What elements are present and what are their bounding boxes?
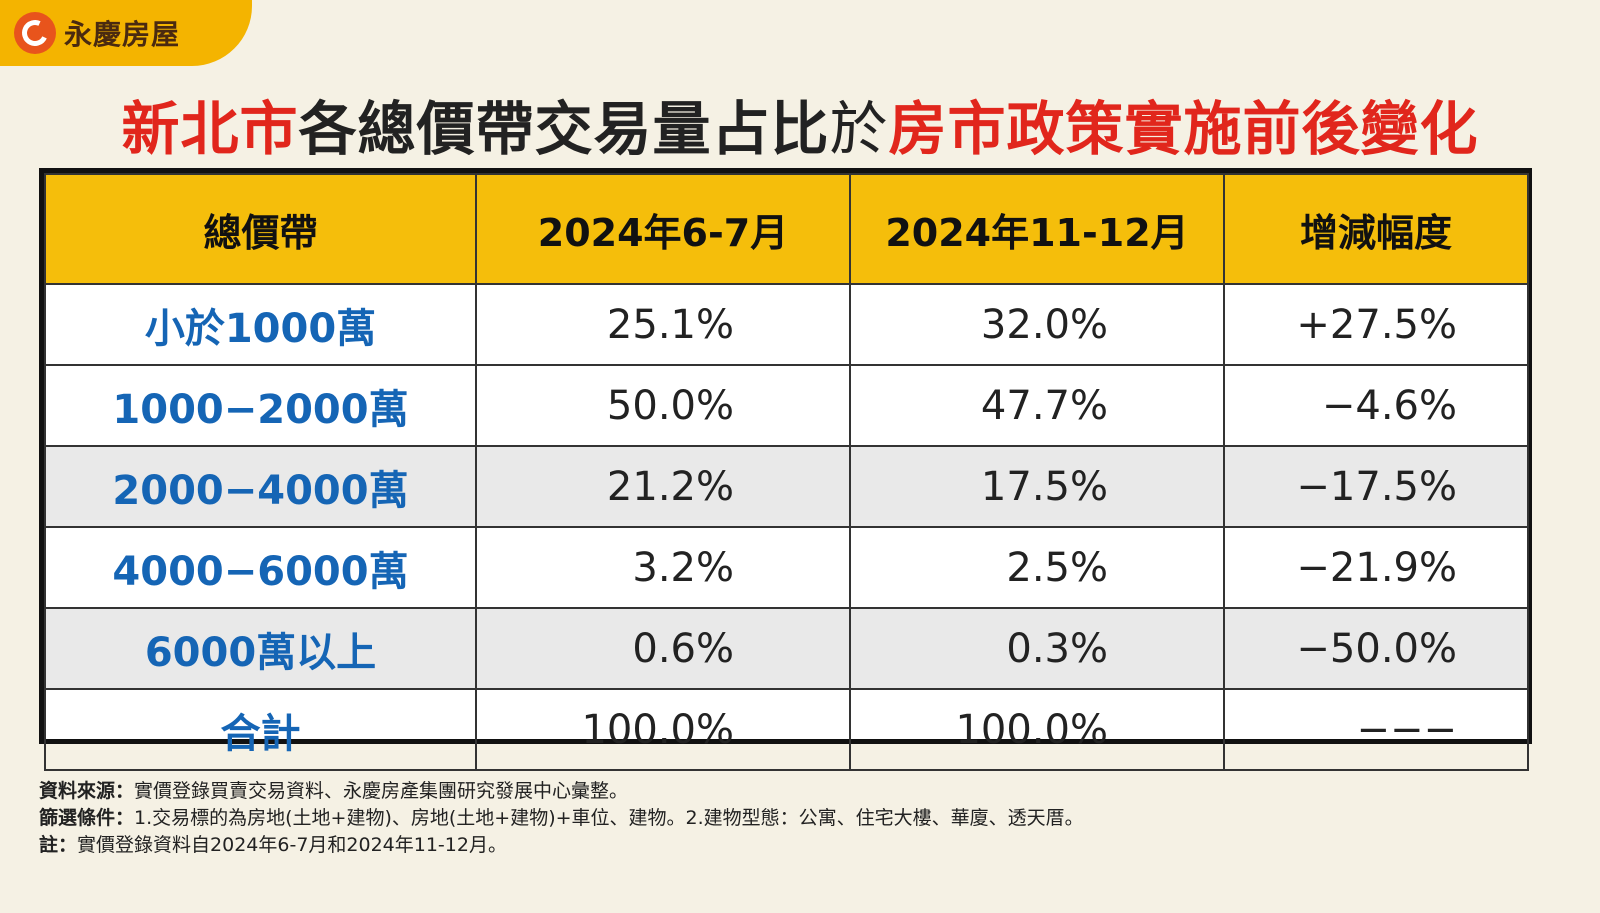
row-value-period-1: 25.1% [475, 283, 851, 366]
row-category: 2000−4000萬 [44, 445, 477, 528]
period-note: 註：實價登錄資料自2024年6-7月和2024年11-12月。 [39, 832, 1084, 859]
table-row: 2000−4000萬 21.2% 17.5% −17.5% [44, 445, 1529, 528]
header-change: 增減幅度 [1223, 173, 1529, 285]
price-band-table: 總價帶 2024年6-7月 2024年11-12月 增減幅度 小於1000萬 2… [39, 168, 1532, 771]
title-policy: 房市政策實施前後變化 [888, 95, 1479, 163]
row-value-period-1: 100.0% [475, 688, 851, 771]
source-note: 資料來源：實價登錄買賣交易資料、永慶房產集團研究發展中心彙整。 [39, 778, 1084, 805]
row-change: −17.5% [1223, 445, 1529, 528]
row-value-period-2: 47.7% [849, 364, 1225, 447]
source-text: 實價登錄買賣交易資料、永慶房產集團研究發展中心彙整。 [134, 780, 629, 802]
row-change: −−− [1223, 688, 1529, 771]
row-value-period-1: 21.2% [475, 445, 851, 528]
filter-label: 篩選條件： [39, 807, 135, 829]
row-value-period-1: 50.0% [475, 364, 851, 447]
note-label: 註： [39, 834, 78, 856]
brand-tab: 永慶房屋 [0, 0, 252, 66]
table-row-total: 合計 100.0% 100.0% −−− [44, 688, 1529, 771]
row-value-period-1: 3.2% [475, 526, 851, 609]
table-row: 1000−2000萬 50.0% 47.7% −4.6% [44, 364, 1529, 447]
brand-name: 永慶房屋 [64, 18, 181, 51]
title-subject: 各總價帶交易量占比 [298, 95, 830, 163]
row-value-period-2: 32.0% [849, 283, 1225, 366]
row-category: 4000−6000萬 [44, 526, 477, 609]
header-price-band: 總價帶 [44, 173, 477, 285]
filter-text: 1.交易標的為房地(土地+建物)、房地(土地+建物)+車位、建物。2.建物型態：… [134, 807, 1084, 829]
footnotes: 資料來源：實價登錄買賣交易資料、永慶房產集團研究發展中心彙整。 篩選條件：1.交… [39, 778, 1084, 859]
title-connector: 於 [829, 95, 889, 163]
table-row: 6000萬以上 0.6% 0.3% −50.0% [44, 607, 1529, 690]
header-period-2: 2024年11-12月 [849, 173, 1225, 285]
row-category: 小於1000萬 [44, 283, 477, 366]
row-change: −50.0% [1223, 607, 1529, 690]
table-row: 小於1000萬 25.1% 32.0% +27.5% [44, 283, 1529, 366]
page-title: 新北市各總價帶交易量占比於房市政策實施前後變化 [0, 82, 1600, 166]
row-value-period-1: 0.6% [475, 607, 851, 690]
row-change: −21.9% [1223, 526, 1529, 609]
note-text: 實價登錄資料自2024年6-7月和2024年11-12月。 [77, 834, 507, 856]
row-category: 6000萬以上 [44, 607, 477, 690]
title-region: 新北市 [121, 95, 299, 163]
row-value-period-2: 100.0% [849, 688, 1225, 771]
row-change: +27.5% [1223, 283, 1529, 366]
row-category: 合計 [44, 688, 477, 771]
table-header-row: 總價帶 2024年6-7月 2024年11-12月 增減幅度 [44, 173, 1529, 285]
header-period-1: 2024年6-7月 [475, 173, 851, 285]
source-label: 資料來源： [39, 780, 135, 802]
row-category: 1000−2000萬 [44, 364, 477, 447]
row-value-period-2: 17.5% [849, 445, 1225, 528]
table-row: 4000−6000萬 3.2% 2.5% −21.9% [44, 526, 1529, 609]
row-value-period-2: 2.5% [849, 526, 1225, 609]
filter-note: 篩選條件：1.交易標的為房地(土地+建物)、房地(土地+建物)+車位、建物。2.… [39, 805, 1084, 832]
row-value-period-2: 0.3% [849, 607, 1225, 690]
row-change: −4.6% [1223, 364, 1529, 447]
brand-logo-icon [14, 12, 56, 54]
